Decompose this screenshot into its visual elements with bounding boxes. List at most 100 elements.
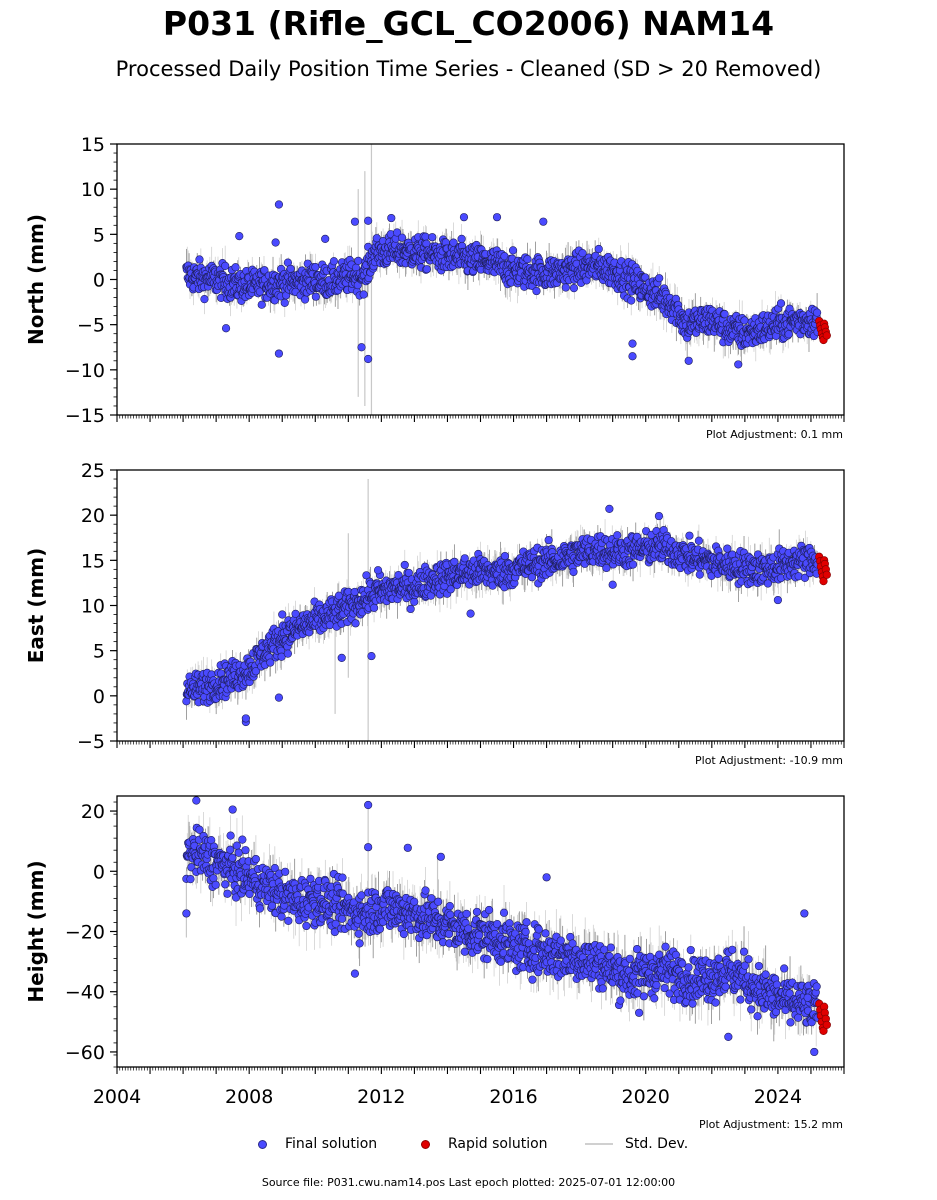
- north-final-point: [354, 256, 363, 265]
- north-final-point: [257, 300, 266, 309]
- east-final-point: [605, 504, 614, 513]
- east-final-point: [410, 597, 419, 606]
- north-final-point: [235, 232, 244, 241]
- north-final-point: [459, 213, 469, 222]
- east-ytick-label: 5: [93, 641, 105, 663]
- east-final-point: [694, 536, 704, 545]
- east-final-point: [369, 603, 379, 612]
- north-final-point: [578, 249, 587, 258]
- north-ytick-label: 10: [81, 179, 105, 201]
- east-ytick-label: 20: [81, 505, 105, 527]
- east-final-point: [602, 563, 611, 573]
- north-ytick-label: −15: [65, 405, 105, 427]
- east-final-point: [291, 609, 300, 618]
- east-final-point: [460, 554, 469, 563]
- east-final-point: [334, 591, 343, 600]
- east-final-point: [373, 566, 383, 575]
- east-panel: −5 0 5 10 15 20 25 East (mm): [24, 460, 845, 753]
- east-ytick-label: 0: [93, 686, 105, 708]
- north-final-point: [561, 283, 570, 292]
- north-ytick-label: 0: [93, 270, 105, 292]
- east-final-point: [466, 609, 475, 618]
- north-final-point: [628, 352, 637, 361]
- north-final-point: [539, 217, 548, 226]
- north-final-point: [280, 298, 289, 307]
- north-rapid-point: [822, 331, 831, 340]
- east-final-point: [800, 573, 810, 582]
- east-final-point: [337, 653, 346, 662]
- east-final-point: [266, 658, 275, 667]
- east-final-point: [274, 693, 284, 702]
- east-final-point: [350, 587, 359, 597]
- north-final-point: [655, 274, 664, 283]
- height-data: [182, 796, 831, 1057]
- chart-title: P031 (Rifle_GCL_CO2006) NAM14: [162, 4, 775, 43]
- north-final-point: [627, 296, 636, 305]
- north-final-point: [221, 261, 230, 270]
- north-final-point: [776, 299, 786, 308]
- east-final-point: [613, 531, 622, 540]
- north-final-point: [421, 232, 430, 241]
- north-final-point: [684, 356, 693, 365]
- north-final-point: [428, 233, 437, 242]
- north-final-point: [523, 255, 532, 264]
- north-final-point: [508, 246, 518, 255]
- north-final-point: [364, 354, 373, 364]
- north-final-point: [387, 213, 396, 223]
- east-final-point: [544, 535, 553, 545]
- north-final-point: [357, 343, 366, 352]
- north-final-point: [784, 330, 793, 339]
- north-final-point: [260, 266, 269, 275]
- north-final-point: [532, 286, 541, 296]
- north-final-point: [311, 292, 320, 301]
- north-final-point: [195, 255, 204, 264]
- east-final-point: [446, 585, 455, 594]
- east-final-point: [278, 610, 287, 619]
- east-final-point: [351, 619, 360, 628]
- north-final-point: [720, 310, 729, 319]
- north-final-point: [397, 233, 407, 242]
- north-final-point: [734, 360, 743, 369]
- north-ylabel: North (mm): [24, 214, 48, 345]
- north-ytick-label: −5: [77, 315, 105, 337]
- north-ytick-label: 15: [81, 134, 105, 156]
- north-final-point: [359, 290, 368, 299]
- east-final-point: [406, 604, 415, 614]
- north-ytick-label: 5: [93, 224, 105, 246]
- north-final-point: [271, 238, 280, 247]
- chart-subtitle: Processed Daily Position Time Series - C…: [115, 57, 822, 81]
- east-final-point: [685, 531, 694, 540]
- east-final-point: [608, 580, 617, 589]
- north-final-point: [569, 284, 579, 293]
- north-final-point: [329, 257, 339, 266]
- east-rapid-point: [822, 570, 831, 579]
- north-final-point: [200, 295, 209, 304]
- east-final-point: [251, 667, 260, 676]
- north-data: [182, 144, 831, 415]
- east-final-point: [763, 579, 773, 588]
- east-rapid-points: [815, 552, 831, 586]
- north-final-point: [274, 200, 284, 209]
- north-final-point: [457, 234, 466, 243]
- north-final-point: [300, 295, 310, 304]
- north-final-point: [350, 217, 360, 226]
- north-final-point: [392, 228, 402, 237]
- north-final-point: [364, 216, 373, 225]
- east-rapid-point: [819, 577, 828, 586]
- east-ytick-label: −5: [77, 731, 105, 753]
- east-ytick-label: 25: [81, 460, 105, 482]
- east-final-points: [182, 504, 822, 727]
- east-data: [182, 479, 831, 741]
- east-final-point: [695, 570, 704, 579]
- east-final-point: [628, 560, 638, 569]
- north-final-point: [231, 263, 240, 272]
- north-ytick-label: −10: [65, 360, 105, 382]
- east-final-point: [394, 571, 403, 580]
- north-final-point: [286, 264, 295, 274]
- north-rapid-points: [815, 316, 831, 345]
- east-final-point: [569, 567, 578, 577]
- east-final-point: [450, 557, 459, 566]
- north-final-point: [628, 339, 637, 348]
- east-final-point: [500, 551, 510, 561]
